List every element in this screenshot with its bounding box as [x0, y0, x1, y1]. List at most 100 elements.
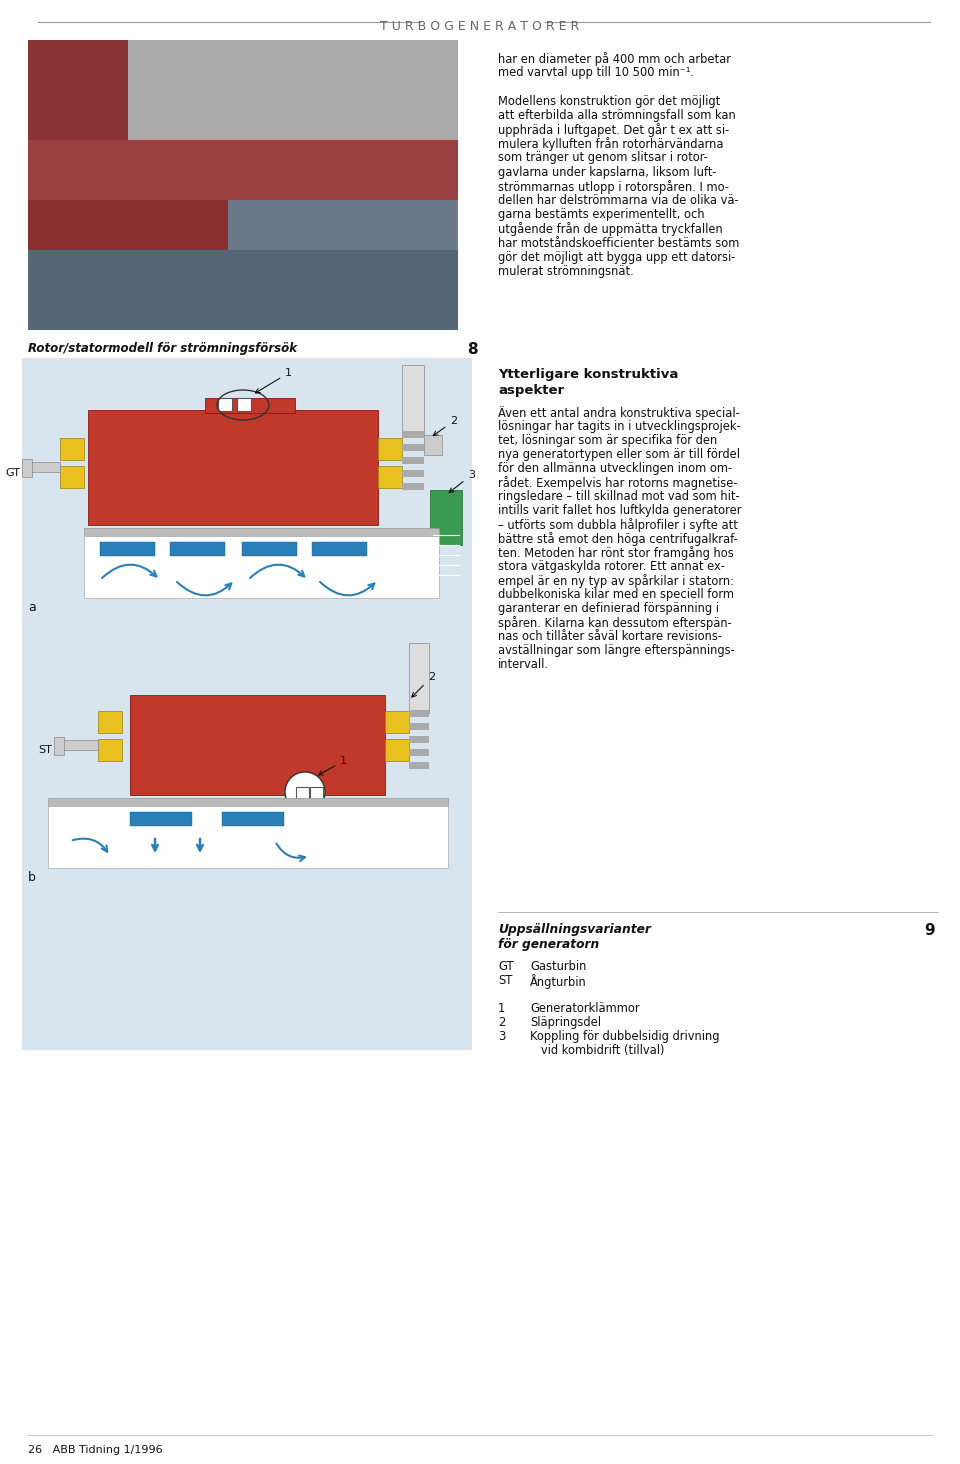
Bar — [48, 798, 448, 807]
Bar — [60, 466, 84, 488]
Bar — [228, 40, 458, 250]
Bar — [28, 250, 458, 329]
Bar — [402, 457, 424, 464]
Bar — [424, 435, 442, 455]
Text: b: b — [28, 871, 36, 884]
Text: dellen har delströmmarna via de olika vä-: dellen har delströmmarna via de olika vä… — [498, 195, 738, 206]
Bar — [22, 359, 472, 1050]
Bar — [402, 430, 424, 438]
Bar — [378, 466, 402, 488]
Bar — [430, 490, 462, 545]
Bar — [378, 438, 402, 460]
Text: ten. Metoden har rönt stor framgång hos: ten. Metoden har rönt stor framgång hos — [498, 546, 733, 559]
Text: bättre stå emot den höga centrifugalkraf-: bättre stå emot den höga centrifugalkraf… — [498, 531, 737, 546]
Bar — [60, 438, 84, 460]
Text: Släpringsdel: Släpringsdel — [530, 1016, 601, 1029]
Text: strömmarnas utlopp i rotorspåren. I mo-: strömmarnas utlopp i rotorspåren. I mo- — [498, 180, 729, 193]
Text: intervall.: intervall. — [498, 657, 549, 671]
Text: 2: 2 — [433, 416, 457, 436]
Bar — [237, 398, 251, 411]
Bar — [130, 695, 385, 795]
Bar — [409, 710, 429, 717]
Text: T U R B O G E N E R A T O R E R: T U R B O G E N E R A T O R E R — [380, 20, 580, 34]
Text: Modellens konstruktion gör det möjligt: Modellens konstruktion gör det möjligt — [498, 95, 720, 107]
Text: avställningar som längre efterspännings-: avställningar som längre efterspännings- — [498, 644, 734, 657]
Text: Generatorklämmor: Generatorklämmor — [530, 1001, 639, 1015]
Bar — [409, 723, 429, 731]
Text: garanterar en definierad förspänning i: garanterar en definierad förspänning i — [498, 602, 719, 615]
Text: Gasturbin: Gasturbin — [530, 960, 587, 974]
Bar — [409, 643, 429, 713]
Bar — [218, 398, 232, 411]
Bar — [98, 739, 122, 761]
Bar — [100, 542, 155, 556]
Bar — [84, 536, 439, 597]
Bar — [28, 40, 228, 250]
Text: Uppsällningsvarianter: Uppsällningsvarianter — [498, 922, 651, 935]
Bar — [402, 365, 424, 435]
Text: Ytterligare konstruktiva: Ytterligare konstruktiva — [498, 367, 679, 381]
Text: Även ett antal andra konstruktiva special-: Även ett antal andra konstruktiva specia… — [498, 406, 740, 420]
Text: har motståndskoefficienter bestämts som: har motståndskoefficienter bestämts som — [498, 237, 739, 249]
Bar — [402, 483, 424, 490]
Bar — [205, 398, 295, 413]
Text: att efterbilda alla strömningsfall som kan: att efterbilda alla strömningsfall som k… — [498, 108, 735, 122]
Text: Koppling för dubbelsidig drivning: Koppling för dubbelsidig drivning — [530, 1031, 719, 1042]
Text: stora vätgaskylda rotorer. Ett annat ex-: stora vätgaskylda rotorer. Ett annat ex- — [498, 561, 725, 572]
Text: spåren. Kilarna kan dessutom efterspän-: spåren. Kilarna kan dessutom efterspän- — [498, 616, 732, 630]
Bar — [402, 470, 424, 477]
Text: rådet. Exempelvis har rotorns magnetise-: rådet. Exempelvis har rotorns magnetise- — [498, 476, 737, 490]
Bar — [30, 463, 60, 471]
Text: dubbelkoniska kilar med en speciell form: dubbelkoniska kilar med en speciell form — [498, 589, 734, 602]
Text: mulerat strömningsnät.: mulerat strömningsnät. — [498, 265, 634, 278]
Text: garna bestämts experimentellt, och: garna bestämts experimentellt, och — [498, 208, 705, 221]
Text: för den allmänna utvecklingen inom om-: för den allmänna utvecklingen inom om- — [498, 463, 732, 474]
Circle shape — [285, 772, 325, 813]
Bar — [242, 542, 297, 556]
Text: GT: GT — [498, 960, 514, 974]
Text: 1: 1 — [255, 367, 292, 392]
Bar — [48, 807, 448, 868]
Bar — [54, 736, 64, 755]
Bar — [409, 736, 429, 744]
Text: 3: 3 — [498, 1031, 505, 1042]
Bar — [84, 529, 439, 536]
Text: 9: 9 — [924, 922, 935, 938]
Text: nas och tillåter såväl kortare revisions-: nas och tillåter såväl kortare revisions… — [498, 630, 722, 643]
Text: ST: ST — [498, 974, 513, 987]
Text: utgående från de uppmätta tryckfallen: utgående från de uppmätta tryckfallen — [498, 223, 723, 236]
Text: Ångturbin: Ångturbin — [530, 974, 587, 990]
Text: – utförts som dubbla hålprofiler i syfte att: – utförts som dubbla hålprofiler i syfte… — [498, 518, 738, 531]
Bar — [128, 40, 458, 141]
Text: har en diameter på 400 mm och arbetar: har en diameter på 400 mm och arbetar — [498, 53, 731, 66]
Text: ST: ST — [38, 745, 52, 755]
Bar — [296, 788, 309, 799]
Text: tet, lösningar som är specifika för den: tet, lösningar som är specifika för den — [498, 433, 717, 447]
Text: med varvtal upp till 10 500 min⁻¹.: med varvtal upp till 10 500 min⁻¹. — [498, 66, 694, 79]
Bar — [385, 712, 409, 733]
Text: aspekter: aspekter — [498, 384, 564, 397]
Bar — [409, 761, 429, 769]
Text: 2: 2 — [498, 1016, 505, 1029]
Text: som tränger ut genom slitsar i rotor-: som tränger ut genom slitsar i rotor- — [498, 151, 708, 164]
Text: ringsledare – till skillnad mot vad som hit-: ringsledare – till skillnad mot vad som … — [498, 490, 739, 504]
Text: 1: 1 — [319, 755, 347, 774]
Text: Rotor/statormodell för strömningsförsök: Rotor/statormodell för strömningsförsök — [28, 343, 298, 354]
Text: upphräda i luftgapet. Det går t ex att si-: upphräda i luftgapet. Det går t ex att s… — [498, 123, 730, 138]
Text: 2: 2 — [412, 672, 435, 697]
Text: 8: 8 — [467, 343, 477, 357]
Bar — [310, 788, 323, 799]
Bar — [62, 739, 98, 750]
Bar — [409, 750, 429, 755]
Bar — [22, 460, 32, 477]
Bar — [402, 444, 424, 451]
Text: empel är en ny typ av spårkilar i statorn:: empel är en ny typ av spårkilar i stator… — [498, 574, 734, 589]
Text: gör det möjligt att bygga upp ett datorsi-: gör det möjligt att bygga upp ett dators… — [498, 250, 735, 264]
Text: GT: GT — [5, 468, 20, 479]
Text: intills varit fallet hos luftkylda generatorer: intills varit fallet hos luftkylda gener… — [498, 504, 741, 517]
Text: gavlarna under kapslarna, liksom luft-: gavlarna under kapslarna, liksom luft- — [498, 165, 716, 179]
Bar — [312, 542, 367, 556]
Bar — [28, 40, 128, 141]
Bar — [385, 739, 409, 761]
Bar — [130, 813, 192, 826]
